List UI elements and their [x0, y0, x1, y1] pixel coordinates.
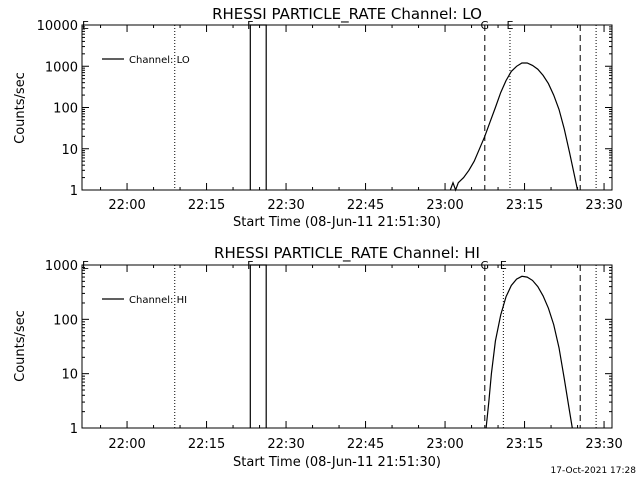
y-axis-label: Counts/sec [13, 72, 28, 144]
event-marker-label: G [481, 19, 490, 32]
plot-frame [81, 264, 613, 429]
series-line-Channel: LO [249, 24, 579, 192]
chart-title: RHESSI PARTICLE_RATE Channel: HI [214, 244, 480, 263]
x-tick-label: 22:15 [188, 437, 225, 452]
series-line-Channel: HI [249, 264, 573, 429]
x-tick-label: 22:00 [108, 437, 145, 452]
legend-entry: Channel: LO [129, 55, 190, 66]
y-tick-label: 10 [61, 143, 78, 158]
y-tick-label: 1 [70, 422, 78, 437]
event-marker-label: E [506, 19, 513, 32]
left-edge-marker-label: E [82, 259, 89, 272]
x-tick-label: 22:30 [267, 198, 304, 213]
x-tick-label: 22:15 [188, 198, 225, 213]
plot-frame [81, 24, 613, 191]
x-tick-label: 23:15 [506, 198, 543, 213]
x-tick-label: 23:00 [426, 198, 463, 213]
chart-panel-0: RHESSI PARTICLE_RATE Channel: LO 1 10 100 10… [13, 5, 623, 230]
y-tick-label: 100 [53, 313, 78, 328]
x-axis-label: Start Time (08-Jun-11 21:51:30) [233, 215, 441, 230]
x-tick-label: 22:45 [347, 198, 384, 213]
y-axis-label: Counts/sec [13, 310, 28, 382]
x-tick-label: 22:00 [108, 198, 145, 213]
timestamp-label: 17-Oct-2021 17:28 [551, 466, 637, 476]
x-tick-label: 23:00 [426, 437, 463, 452]
x-tick-label: 23:30 [585, 437, 622, 452]
x-tick-label: 22:45 [347, 437, 384, 452]
event-marker-label: E [500, 259, 507, 272]
event-marker-label: G [481, 259, 490, 272]
y-tick-label: 1000 [45, 259, 78, 274]
y-tick-label: 10000 [37, 19, 78, 34]
y-tick-label: 1 [70, 184, 78, 199]
chart-title: RHESSI PARTICLE_RATE Channel: LO [212, 5, 482, 24]
x-tick-label: 23:15 [506, 437, 543, 452]
x-axis-label: Start Time (08-Jun-11 21:51:30) [233, 455, 441, 470]
y-tick-label: 10 [61, 368, 78, 383]
left-edge-marker-label: E [82, 19, 89, 32]
chart-panel-1: RHESSI PARTICLE_RATE Channel: HI 1 10 100 10… [13, 244, 623, 470]
y-tick-label: 1000 [45, 60, 78, 75]
x-tick-label: 23:30 [585, 198, 622, 213]
x-tick-label: 22:30 [267, 437, 304, 452]
legend-entry: Channel: HI [129, 295, 187, 306]
y-tick-label: 100 [53, 102, 78, 117]
